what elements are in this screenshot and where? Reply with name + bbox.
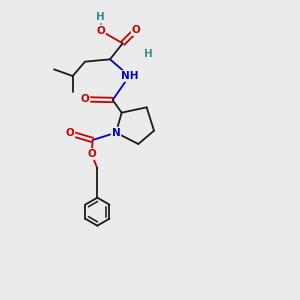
Text: N: N bbox=[112, 128, 120, 138]
Text: O: O bbox=[81, 94, 89, 104]
Text: O: O bbox=[132, 25, 140, 35]
Text: H: H bbox=[144, 49, 153, 59]
Text: NH: NH bbox=[121, 71, 138, 81]
Text: H: H bbox=[96, 12, 105, 22]
Text: O: O bbox=[96, 26, 105, 36]
Text: O: O bbox=[66, 128, 74, 138]
Text: O: O bbox=[87, 149, 96, 159]
